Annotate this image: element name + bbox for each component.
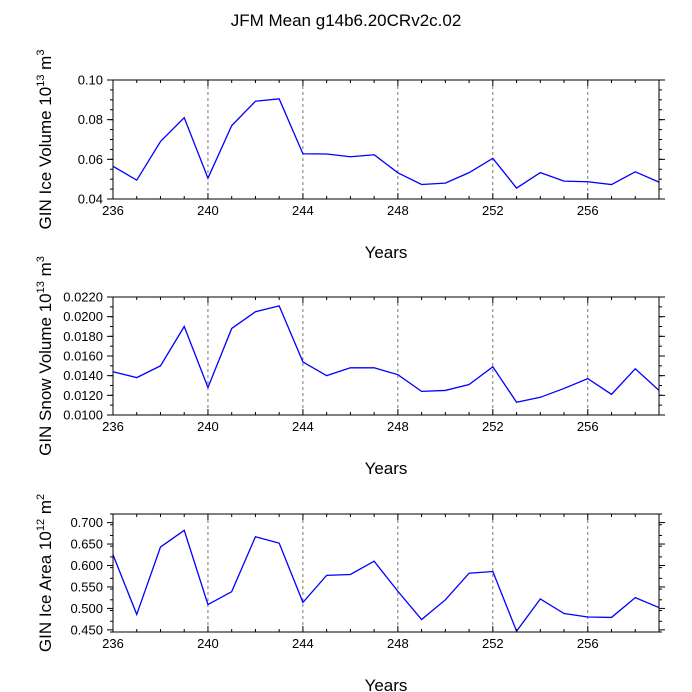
snow-volume-x-tick-label: 252 bbox=[482, 419, 504, 434]
ice-area-y-tick-label: 0.650 bbox=[70, 537, 103, 552]
ice-area-y-tick-label: 0.500 bbox=[70, 601, 103, 616]
snow-volume-y-tick-label: 0.0100 bbox=[63, 408, 103, 423]
snow-volume-y-tick-label: 0.0180 bbox=[63, 329, 103, 344]
snow-volume-y-axis-title-part: m bbox=[36, 262, 55, 281]
snow-volume-x-tick-label: 240 bbox=[197, 419, 219, 434]
snow-volume-y-axis-title-exponent: 3 bbox=[35, 256, 47, 262]
snow-volume-y-tick-label: 0.0120 bbox=[63, 388, 103, 403]
ice-area-x-tick-label: 244 bbox=[292, 636, 314, 651]
chart-title: JFM Mean g14b6.20CRv2c.02 bbox=[231, 11, 462, 30]
snow-volume-y-tick-label: 0.0200 bbox=[63, 309, 103, 324]
ice-volume-y-tick-label: 0.10 bbox=[78, 73, 103, 88]
ice-area-y-tick-label: 0.550 bbox=[70, 579, 103, 594]
ice-volume-y-axis-title: GIN Ice Volume 1013 m3 bbox=[35, 50, 55, 230]
ice-area-x-tick-label: 256 bbox=[577, 636, 599, 651]
snow-volume-y-axis-title-part: GIN Snow Volume 10 bbox=[36, 293, 55, 456]
snow-volume-x-tick-label: 236 bbox=[102, 419, 124, 434]
ice-area-y-axis-title: GIN Ice Area 1012 m2 bbox=[35, 494, 55, 652]
ice-area-y-tick-label: 0.600 bbox=[70, 558, 103, 573]
ice-volume-y-tick-label: 0.06 bbox=[78, 152, 103, 167]
ice-volume-x-tick-label: 256 bbox=[577, 203, 599, 218]
ice-volume-y-tick-label: 0.04 bbox=[78, 192, 103, 207]
ice-volume-y-tick-label: 0.08 bbox=[78, 112, 103, 127]
snow-volume-y-axis-title-exponent: 13 bbox=[35, 281, 47, 293]
snow-volume-panel: 236 240 244 248 252 256 0.0100 0.0120 0.0140 0.01… bbox=[35, 256, 665, 478]
snow-volume-x-tick-label: 256 bbox=[577, 419, 599, 434]
ice-area-x-tick-label: 236 bbox=[102, 636, 124, 651]
ice-volume-x-tick-label: 240 bbox=[197, 203, 219, 218]
ice-volume-x-axis-title: Years bbox=[365, 243, 408, 262]
ice-area-x-tick-label: 240 bbox=[197, 636, 219, 651]
ice-volume-series-line bbox=[112, 98, 660, 189]
ice-area-plot-frame bbox=[112, 513, 660, 633]
snow-volume-y-tick-label: 0.0140 bbox=[63, 368, 103, 383]
ice-volume-x-tick-label: 244 bbox=[292, 203, 314, 218]
ice-area-y-axis-title-part: m bbox=[36, 500, 55, 519]
ice-area-y-tick-label: 0.450 bbox=[70, 622, 103, 637]
snow-volume-x-tick-label: 244 bbox=[292, 419, 314, 434]
ice-area-y-axis-title-exponent: 2 bbox=[35, 494, 47, 500]
ice-area-x-axis-title: Years bbox=[365, 676, 408, 692]
snow-volume-y-tick-label: 0.0220 bbox=[63, 290, 103, 305]
ice-volume-panel: 236 240 244 248 252 256 0.04 0.06 0.08 0.10 Years G… bbox=[35, 50, 665, 262]
ice-volume-x-tick-label: 252 bbox=[482, 203, 504, 218]
snow-volume-plot-frame bbox=[112, 296, 660, 416]
ice-volume-y-axis-title-part: GIN Ice Volume 10 bbox=[36, 87, 55, 230]
ice-volume-y-axis-title-exponent: 13 bbox=[35, 75, 47, 87]
snow-volume-x-tick-label: 248 bbox=[387, 419, 409, 434]
ice-volume-x-tick-label: 236 bbox=[102, 203, 124, 218]
ice-area-y-tick-label: 0.700 bbox=[70, 515, 103, 530]
ice-area-x-tick-label: 248 bbox=[387, 636, 409, 651]
ice-area-series-line bbox=[112, 529, 660, 633]
ice-area-y-axis-title-part: GIN Ice Area 10 bbox=[36, 531, 55, 652]
snow-volume-y-axis-title: GIN Snow Volume 1013 m3 bbox=[35, 256, 55, 456]
ice-area-x-tick-label: 252 bbox=[482, 636, 504, 651]
snow-volume-series-line bbox=[112, 305, 660, 403]
snow-volume-x-axis-title: Years bbox=[365, 459, 408, 478]
ice-volume-y-axis-title-exponent: 3 bbox=[35, 50, 47, 56]
ice-area-y-axis-title-exponent: 12 bbox=[35, 519, 47, 531]
ice-volume-x-tick-label: 248 bbox=[387, 203, 409, 218]
snow-volume-y-tick-label: 0.0160 bbox=[63, 349, 103, 364]
ice-area-panel: 236 240 244 248 252 256 0.450 0.500 0.550 0.600 0.… bbox=[35, 494, 665, 692]
ice-volume-y-axis-title-part: m bbox=[36, 56, 55, 75]
